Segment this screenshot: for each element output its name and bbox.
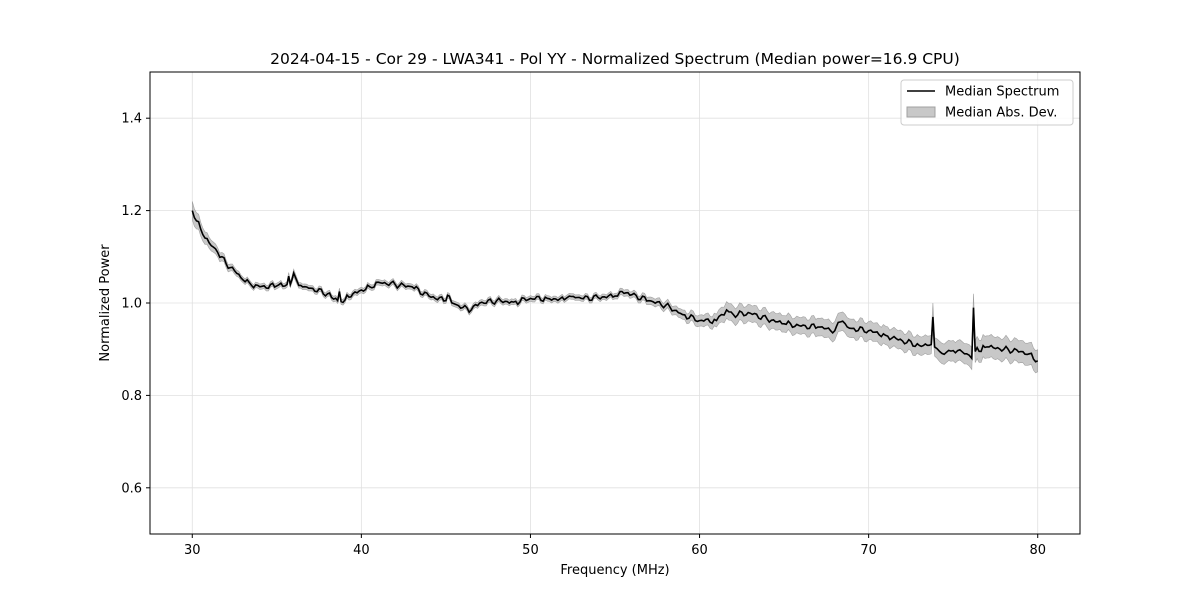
y-tick-label: 0.6 <box>121 481 142 496</box>
y-tick-label: 1.0 <box>121 297 142 312</box>
y-axis-ticks: 0.6 0.8 1.0 1.2 1.4 <box>121 112 150 496</box>
chart-title: 2024-04-15 - Cor 29 - LWA341 - Pol YY - … <box>270 50 960 68</box>
legend-label-mad: Median Abs. Dev. <box>945 106 1057 121</box>
legend: Median Spectrum Median Abs. Dev. <box>900 79 1074 126</box>
x-tick-label: 70 <box>860 543 877 558</box>
median-abs-dev-band <box>192 201 1038 374</box>
x-axis-label: Frequency (MHz) <box>560 563 669 578</box>
legend-label-median-spectrum: Median Spectrum <box>945 85 1059 100</box>
x-axis-ticks: 30 40 50 60 70 80 <box>184 534 1046 558</box>
median-spectrum-line <box>191 210 1039 363</box>
x-tick-label: 40 <box>353 543 370 558</box>
x-tick-label: 80 <box>1029 543 1046 558</box>
y-axis-label: Normalized Power <box>98 244 113 362</box>
x-tick-label: 50 <box>522 543 539 558</box>
x-tick-label: 60 <box>691 543 708 558</box>
y-tick-label: 0.8 <box>121 389 142 404</box>
y-tick-label: 1.4 <box>121 112 142 127</box>
legend-band-swatch <box>906 106 936 118</box>
y-tick-label: 1.2 <box>121 204 142 219</box>
x-tick-label: 30 <box>184 543 201 558</box>
